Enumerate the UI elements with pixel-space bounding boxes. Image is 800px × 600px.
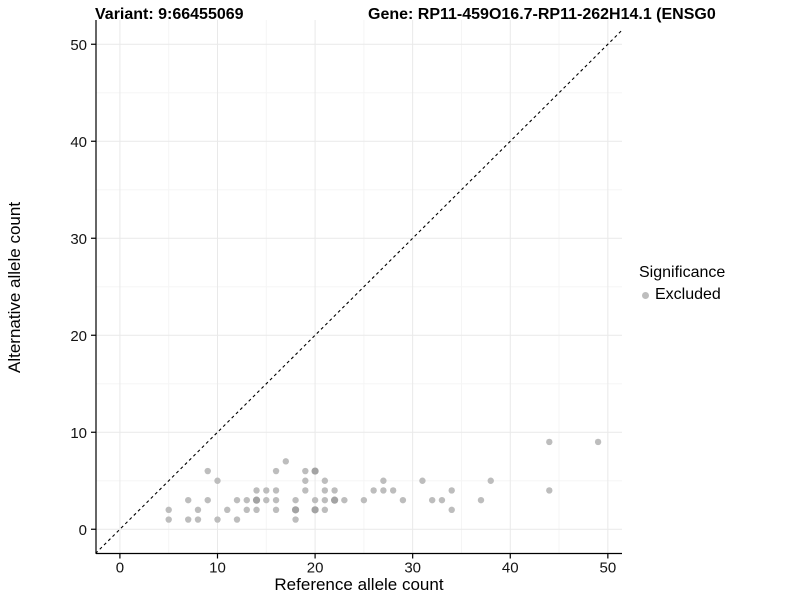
data-point — [360, 496, 368, 504]
data-point — [477, 496, 485, 504]
data-point — [243, 506, 250, 514]
data-point — [448, 487, 455, 494]
data-point — [311, 506, 319, 514]
data-point — [321, 496, 329, 504]
data-point — [546, 487, 553, 494]
data-point — [428, 496, 436, 504]
y-tick-label: 20 — [70, 328, 87, 345]
data-point — [272, 467, 280, 475]
data-point — [263, 496, 270, 504]
data-point — [448, 506, 455, 514]
plot-title-gene: Gene: RP11-459O16.7-RP11-262H14.1 (ENSG0 — [368, 6, 716, 23]
data-point — [546, 438, 553, 446]
data-point — [204, 467, 211, 475]
data-point — [194, 516, 202, 523]
data-point — [302, 467, 309, 475]
data-point — [253, 487, 260, 494]
data-point — [389, 487, 397, 494]
x-tick-label: 40 — [502, 560, 519, 577]
data-point — [165, 506, 172, 514]
data-point — [214, 516, 221, 523]
x-axis-title: Reference allele count — [274, 575, 444, 594]
data-point — [419, 477, 426, 484]
data-point — [321, 477, 329, 484]
data-point — [185, 516, 192, 523]
data-point — [292, 496, 299, 504]
data-point — [165, 516, 172, 523]
legend-title: Significance — [639, 264, 726, 281]
data-point — [252, 496, 261, 504]
data-point — [272, 487, 280, 494]
legend: Significance Excluded — [639, 263, 725, 305]
data-point — [331, 496, 339, 504]
data-point — [194, 506, 202, 514]
data-point — [321, 487, 329, 494]
data-point — [272, 506, 280, 514]
data-point — [263, 487, 270, 494]
data-point — [302, 477, 309, 484]
legend-item-label: Excluded — [655, 286, 721, 303]
data-point — [370, 487, 377, 494]
data-point — [341, 496, 348, 504]
data-point — [331, 487, 338, 494]
data-point — [594, 438, 602, 446]
data-point — [272, 496, 280, 504]
data-point — [380, 477, 387, 484]
x-tick-label: 30 — [404, 560, 421, 577]
data-point — [399, 496, 407, 504]
identity-line — [95, 29, 623, 554]
y-tick-label: 0 — [79, 522, 87, 539]
legend-item-excluded: Excluded — [639, 285, 725, 305]
data-point — [487, 477, 494, 484]
data-point — [214, 477, 221, 484]
data-point — [224, 506, 231, 514]
y-tick-label: 40 — [70, 134, 87, 151]
data-point — [321, 506, 329, 514]
x-tick-label: 50 — [600, 560, 617, 577]
plot-title-variant: Variant: 9:66455069 — [95, 6, 244, 23]
data-point — [185, 496, 192, 504]
data-point — [253, 506, 260, 514]
y-tick-label: 30 — [70, 231, 87, 248]
y-axis-title: Alternative allele count — [5, 201, 24, 373]
data-point — [243, 496, 250, 504]
data-point — [438, 496, 446, 504]
data-point — [311, 467, 319, 475]
data-point — [233, 496, 241, 504]
y-tick-label: 10 — [70, 425, 87, 442]
data-point — [311, 496, 319, 504]
legend-point-icon — [642, 291, 649, 299]
y-tick-label: 50 — [70, 37, 87, 54]
data-point — [380, 487, 387, 494]
x-tick-label: 10 — [209, 560, 226, 577]
data-point — [302, 487, 309, 494]
x-tick-label: 0 — [116, 560, 124, 577]
data-point — [282, 458, 290, 465]
data-point — [204, 496, 211, 504]
data-point — [292, 516, 299, 523]
x-tick-label: 20 — [307, 560, 324, 577]
data-point — [291, 506, 300, 514]
data-point — [233, 516, 241, 523]
